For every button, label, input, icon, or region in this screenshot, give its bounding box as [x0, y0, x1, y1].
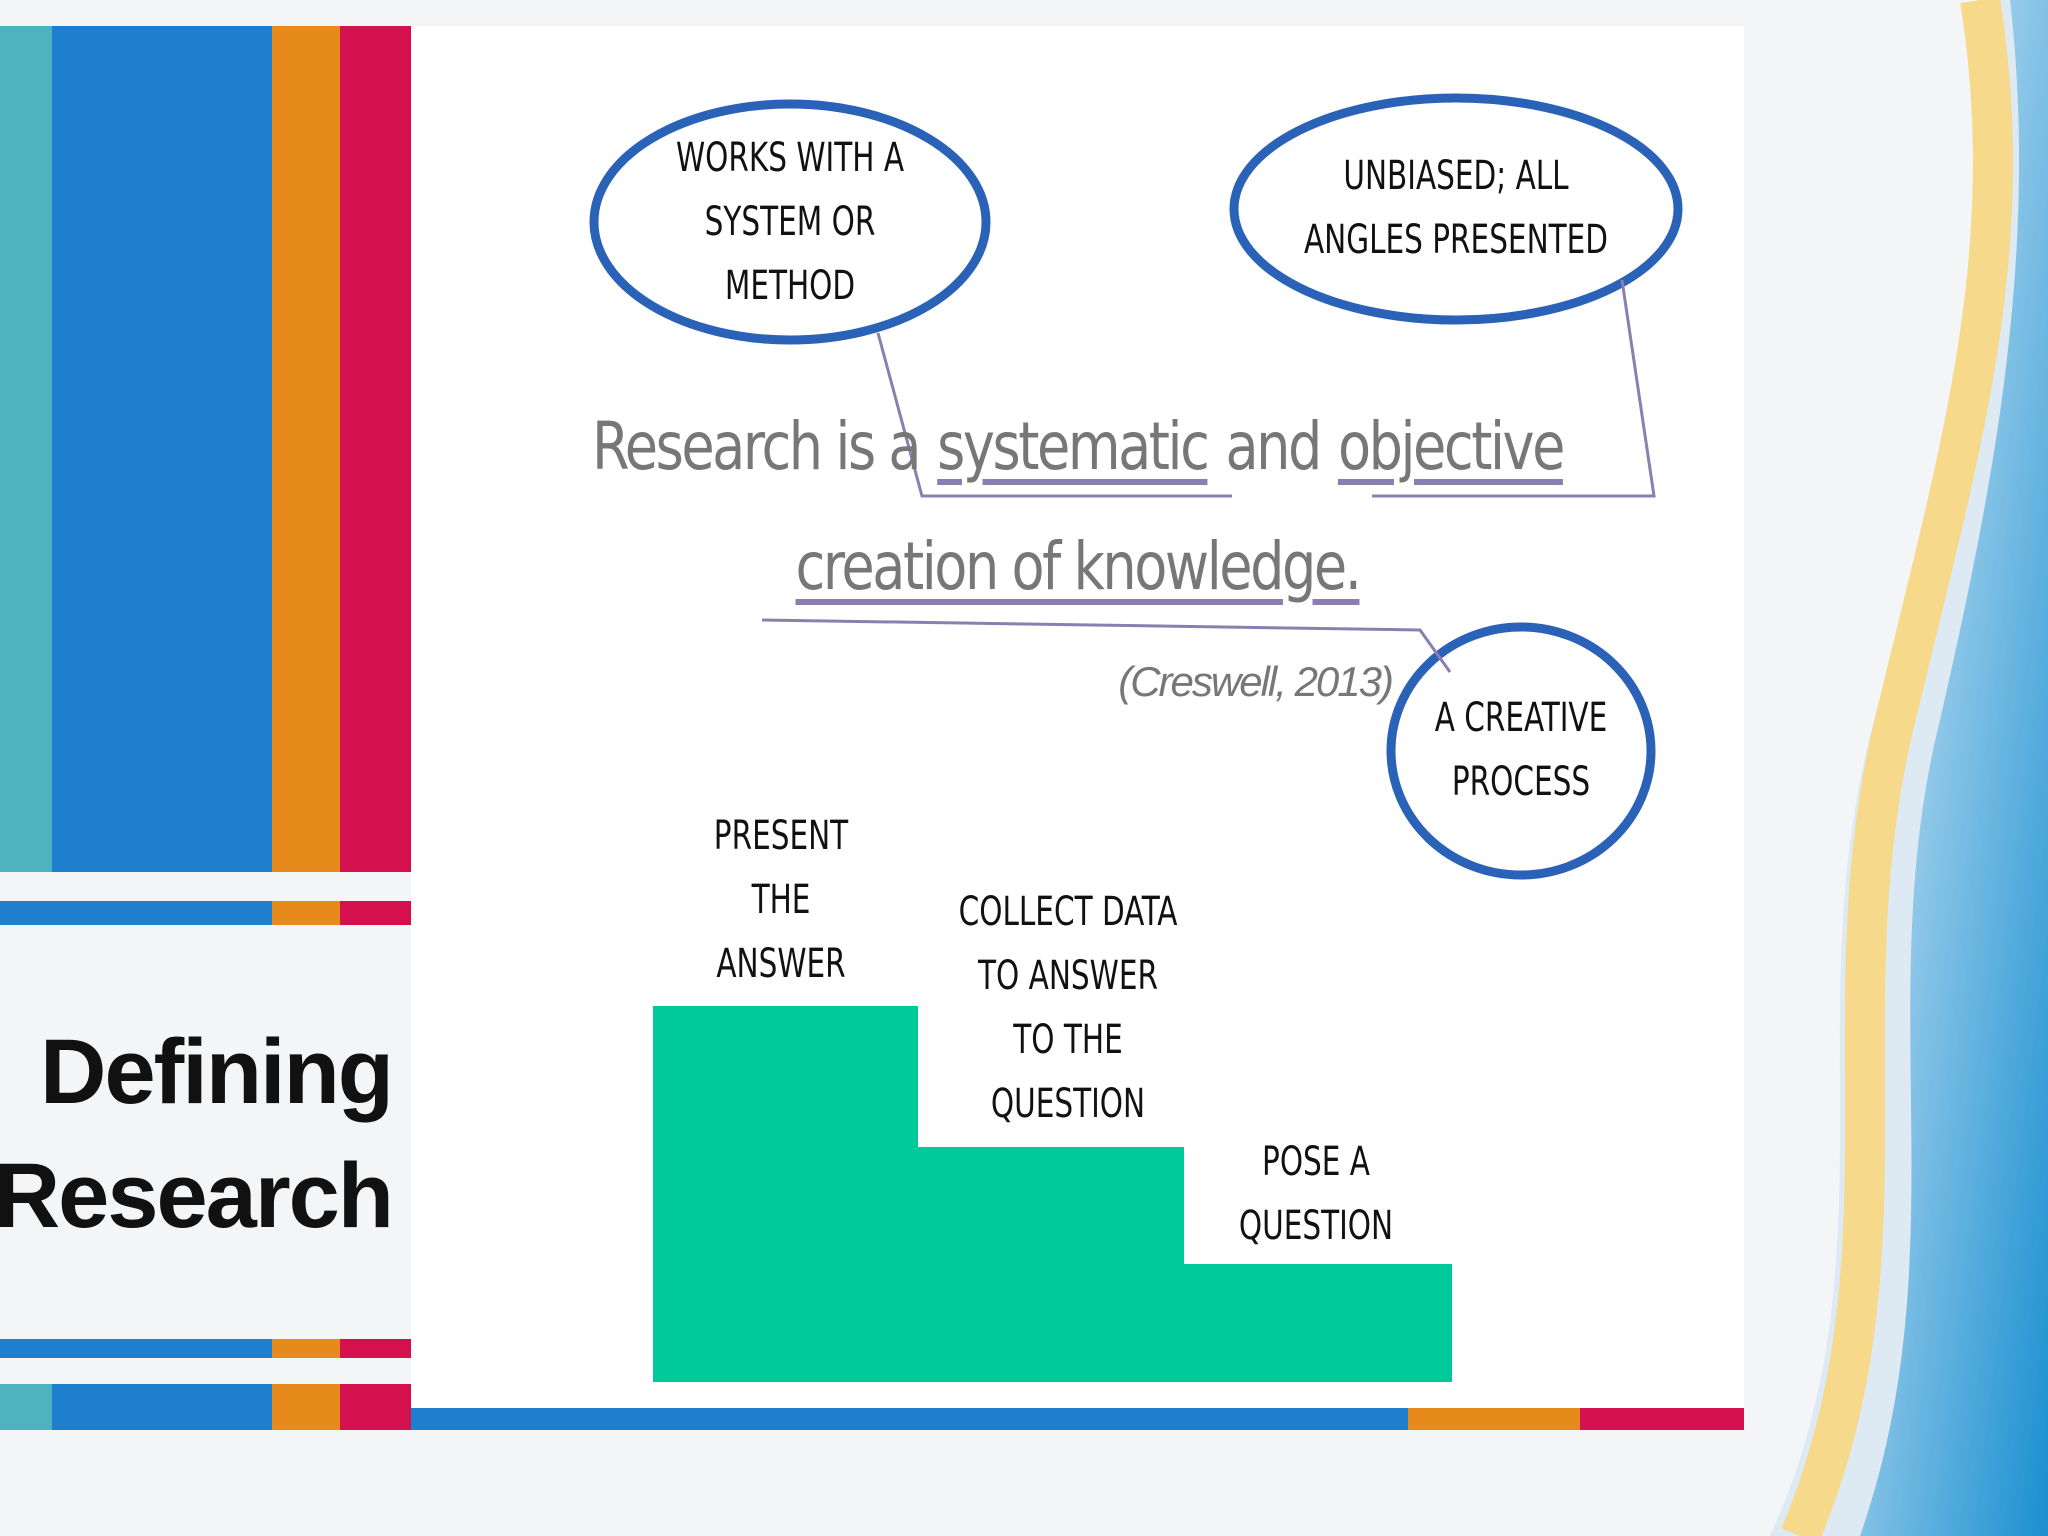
step-label: COLLECT DATA TO ANSWER TO THE QUESTION [959, 880, 1178, 1136]
text-line: QUESTION [1238, 1203, 1394, 1249]
h-stripes [0, 901, 1744, 1430]
step-label: POSE A QUESTION [1239, 1130, 1393, 1258]
slide-title: Defining [40, 1021, 394, 1123]
stripe [0, 26, 52, 872]
wave-gold [1781, 0, 2013, 1536]
step-label: PRESENT THE ANSWER [714, 804, 848, 996]
text-line: POSE A [1262, 1139, 1370, 1185]
text-line: COLLECT DATA [958, 889, 1178, 935]
connectors [761, 279, 1656, 673]
text-line: TO ANSWER [978, 953, 1158, 999]
slide-title: Research [0, 1145, 394, 1247]
text-line: ANSWER [716, 941, 846, 987]
quote-keyword: creation of knowledge. [795, 528, 1362, 605]
callout-label: UNBIASED; ALL ANGLES PRESENTED [1304, 144, 1608, 272]
stripe [340, 26, 411, 872]
text-line: PRESENT [713, 813, 849, 859]
callout-circles [589, 93, 1683, 880]
quote-keyword: objective [1337, 408, 1565, 485]
steps-shape [653, 1006, 1452, 1382]
text-line: QUESTION [990, 1081, 1146, 1127]
text-line: THE [751, 877, 811, 923]
text-line: A CREATIVE [1434, 695, 1608, 741]
quote-line: Research is a systematic and objective [531, 408, 1624, 485]
text-line: METHOD [724, 263, 856, 309]
quote-text: and [1225, 408, 1322, 485]
quote-keyword: systematic [937, 408, 1210, 485]
stripe [52, 26, 272, 872]
quote-line: creation of knowledge. [531, 528, 1624, 605]
quote-text: Research is a [592, 408, 922, 485]
text-line: WORKS WITH A [676, 135, 904, 181]
wave-blue [1860, 0, 2048, 1536]
text-line: SYSTEM OR [704, 199, 876, 245]
text-line: UNBIASED; ALL [1343, 153, 1569, 199]
callout-label: A CREATIVE PROCESS [1435, 686, 1607, 814]
callout-label: WORKS WITH A SYSTEM OR METHOD [676, 126, 904, 318]
text-line: ANGLES PRESENTED [1303, 217, 1609, 263]
citation: (Creswell, 2013) [1118, 658, 1394, 705]
text-line: PROCESS [1451, 759, 1591, 805]
text-line: TO THE [1013, 1017, 1123, 1063]
stripe [272, 26, 340, 872]
